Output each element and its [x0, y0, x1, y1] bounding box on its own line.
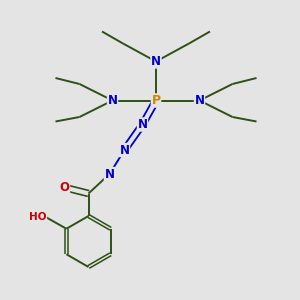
Text: N: N — [107, 94, 118, 107]
Text: N: N — [151, 55, 161, 68]
Text: N: N — [119, 143, 130, 157]
Text: O: O — [59, 181, 70, 194]
Text: HO: HO — [29, 212, 46, 223]
Text: P: P — [152, 94, 160, 107]
Text: N: N — [104, 167, 115, 181]
Text: N: N — [137, 118, 148, 131]
Text: N: N — [194, 94, 205, 107]
